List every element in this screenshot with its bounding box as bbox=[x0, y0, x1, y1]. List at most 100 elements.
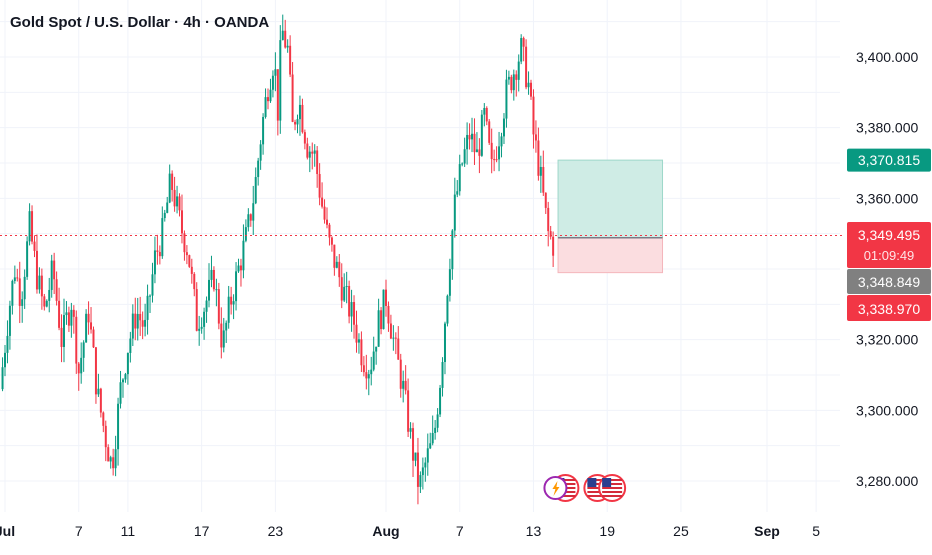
candle-body bbox=[377, 310, 380, 347]
candle-body bbox=[328, 224, 331, 238]
candle bbox=[97, 373, 100, 397]
candle-body bbox=[539, 166, 542, 176]
candle-body bbox=[4, 352, 6, 368]
stop-loss-zone[interactable] bbox=[557, 237, 664, 274]
candle bbox=[139, 296, 142, 336]
candle bbox=[394, 332, 397, 355]
candle bbox=[149, 294, 152, 314]
y-tick-label: 3,280.000 bbox=[856, 473, 918, 489]
candle bbox=[313, 144, 316, 167]
candle bbox=[153, 236, 156, 284]
candle bbox=[517, 54, 520, 92]
price-axis: 3,280.000 3,300.000 3,320.000 3,360.000 3,38… bbox=[856, 49, 918, 489]
candle bbox=[45, 299, 48, 308]
candle-body bbox=[60, 327, 63, 347]
candle bbox=[441, 357, 444, 397]
candle bbox=[222, 317, 225, 353]
candle-body bbox=[1, 367, 4, 390]
candle bbox=[478, 138, 481, 174]
candle-body bbox=[173, 189, 176, 207]
candle-body bbox=[370, 369, 373, 375]
candle bbox=[242, 224, 245, 279]
candle bbox=[458, 154, 461, 196]
candle bbox=[85, 309, 88, 343]
candle-body bbox=[424, 462, 427, 468]
candle-body bbox=[510, 76, 513, 91]
candle bbox=[542, 150, 545, 196]
flag-stripe bbox=[587, 479, 608, 481]
take-profit-zone[interactable] bbox=[557, 159, 664, 239]
candle-body bbox=[141, 320, 144, 327]
candle-body bbox=[99, 388, 102, 413]
candle bbox=[210, 255, 213, 288]
candle bbox=[104, 420, 107, 462]
candle-body bbox=[16, 277, 19, 279]
candle-body bbox=[431, 432, 434, 444]
candle bbox=[208, 263, 211, 308]
candle bbox=[448, 258, 451, 302]
candle-body bbox=[97, 388, 100, 395]
candle-body bbox=[547, 207, 550, 232]
candle-body bbox=[102, 412, 105, 426]
time-axis: Jul 7 11 17 23 Aug 7 13 19 25 Sep 5 bbox=[0, 523, 820, 539]
flag-stripe bbox=[587, 483, 608, 485]
flag-stripe bbox=[587, 491, 608, 493]
candle-body bbox=[195, 289, 198, 331]
candle-body bbox=[488, 121, 491, 143]
candle bbox=[419, 471, 422, 493]
candle-body bbox=[232, 301, 235, 305]
candle bbox=[249, 213, 252, 227]
candle-body bbox=[212, 269, 215, 290]
candle bbox=[431, 415, 434, 446]
candle-body bbox=[308, 151, 311, 158]
candle bbox=[40, 268, 43, 310]
candle-body bbox=[26, 241, 29, 277]
candle bbox=[82, 340, 85, 372]
candle-body bbox=[217, 289, 220, 324]
take-profit-label: 3,370.815 bbox=[847, 148, 931, 172]
candle-body bbox=[176, 196, 179, 207]
candle-body bbox=[134, 313, 137, 329]
candle-body bbox=[530, 82, 533, 97]
candle-body bbox=[468, 134, 471, 140]
candle-body bbox=[264, 97, 267, 117]
candle-body bbox=[227, 296, 230, 323]
x-tick-label: 7 bbox=[456, 523, 464, 539]
countdown-text: 01:09:49 bbox=[864, 248, 915, 263]
candle bbox=[348, 280, 351, 324]
candle-body bbox=[77, 363, 80, 374]
candle-body bbox=[254, 177, 257, 204]
candle bbox=[146, 284, 149, 335]
candle bbox=[269, 78, 272, 103]
candle-body bbox=[475, 149, 478, 153]
candle bbox=[490, 128, 493, 174]
flag-usa-icon[interactable] bbox=[598, 474, 627, 502]
candle-body bbox=[443, 323, 446, 363]
candle-body bbox=[153, 250, 156, 275]
candle bbox=[547, 201, 550, 247]
x-tick-label: Jul bbox=[0, 523, 15, 539]
candle-body bbox=[247, 214, 250, 228]
candle-body bbox=[6, 335, 9, 353]
candle-body bbox=[279, 40, 282, 121]
candle bbox=[362, 356, 365, 377]
candle-body bbox=[112, 457, 115, 469]
candle bbox=[23, 269, 26, 309]
candle-body bbox=[11, 280, 14, 306]
entry-label-text: 3,348.849 bbox=[858, 274, 920, 290]
candle-body bbox=[412, 428, 415, 461]
flag-usa-icon[interactable] bbox=[543, 474, 580, 502]
stop-loss-label-text: 3,338.970 bbox=[858, 301, 920, 317]
candle-body bbox=[67, 312, 70, 326]
candle bbox=[500, 132, 503, 158]
candle-body bbox=[321, 197, 324, 207]
x-tick-label: Aug bbox=[372, 523, 399, 539]
candle bbox=[321, 182, 324, 209]
candle bbox=[114, 435, 117, 477]
candle-body bbox=[43, 296, 46, 307]
candle-body bbox=[471, 133, 474, 140]
candle-body bbox=[114, 449, 117, 469]
candle bbox=[72, 305, 75, 334]
